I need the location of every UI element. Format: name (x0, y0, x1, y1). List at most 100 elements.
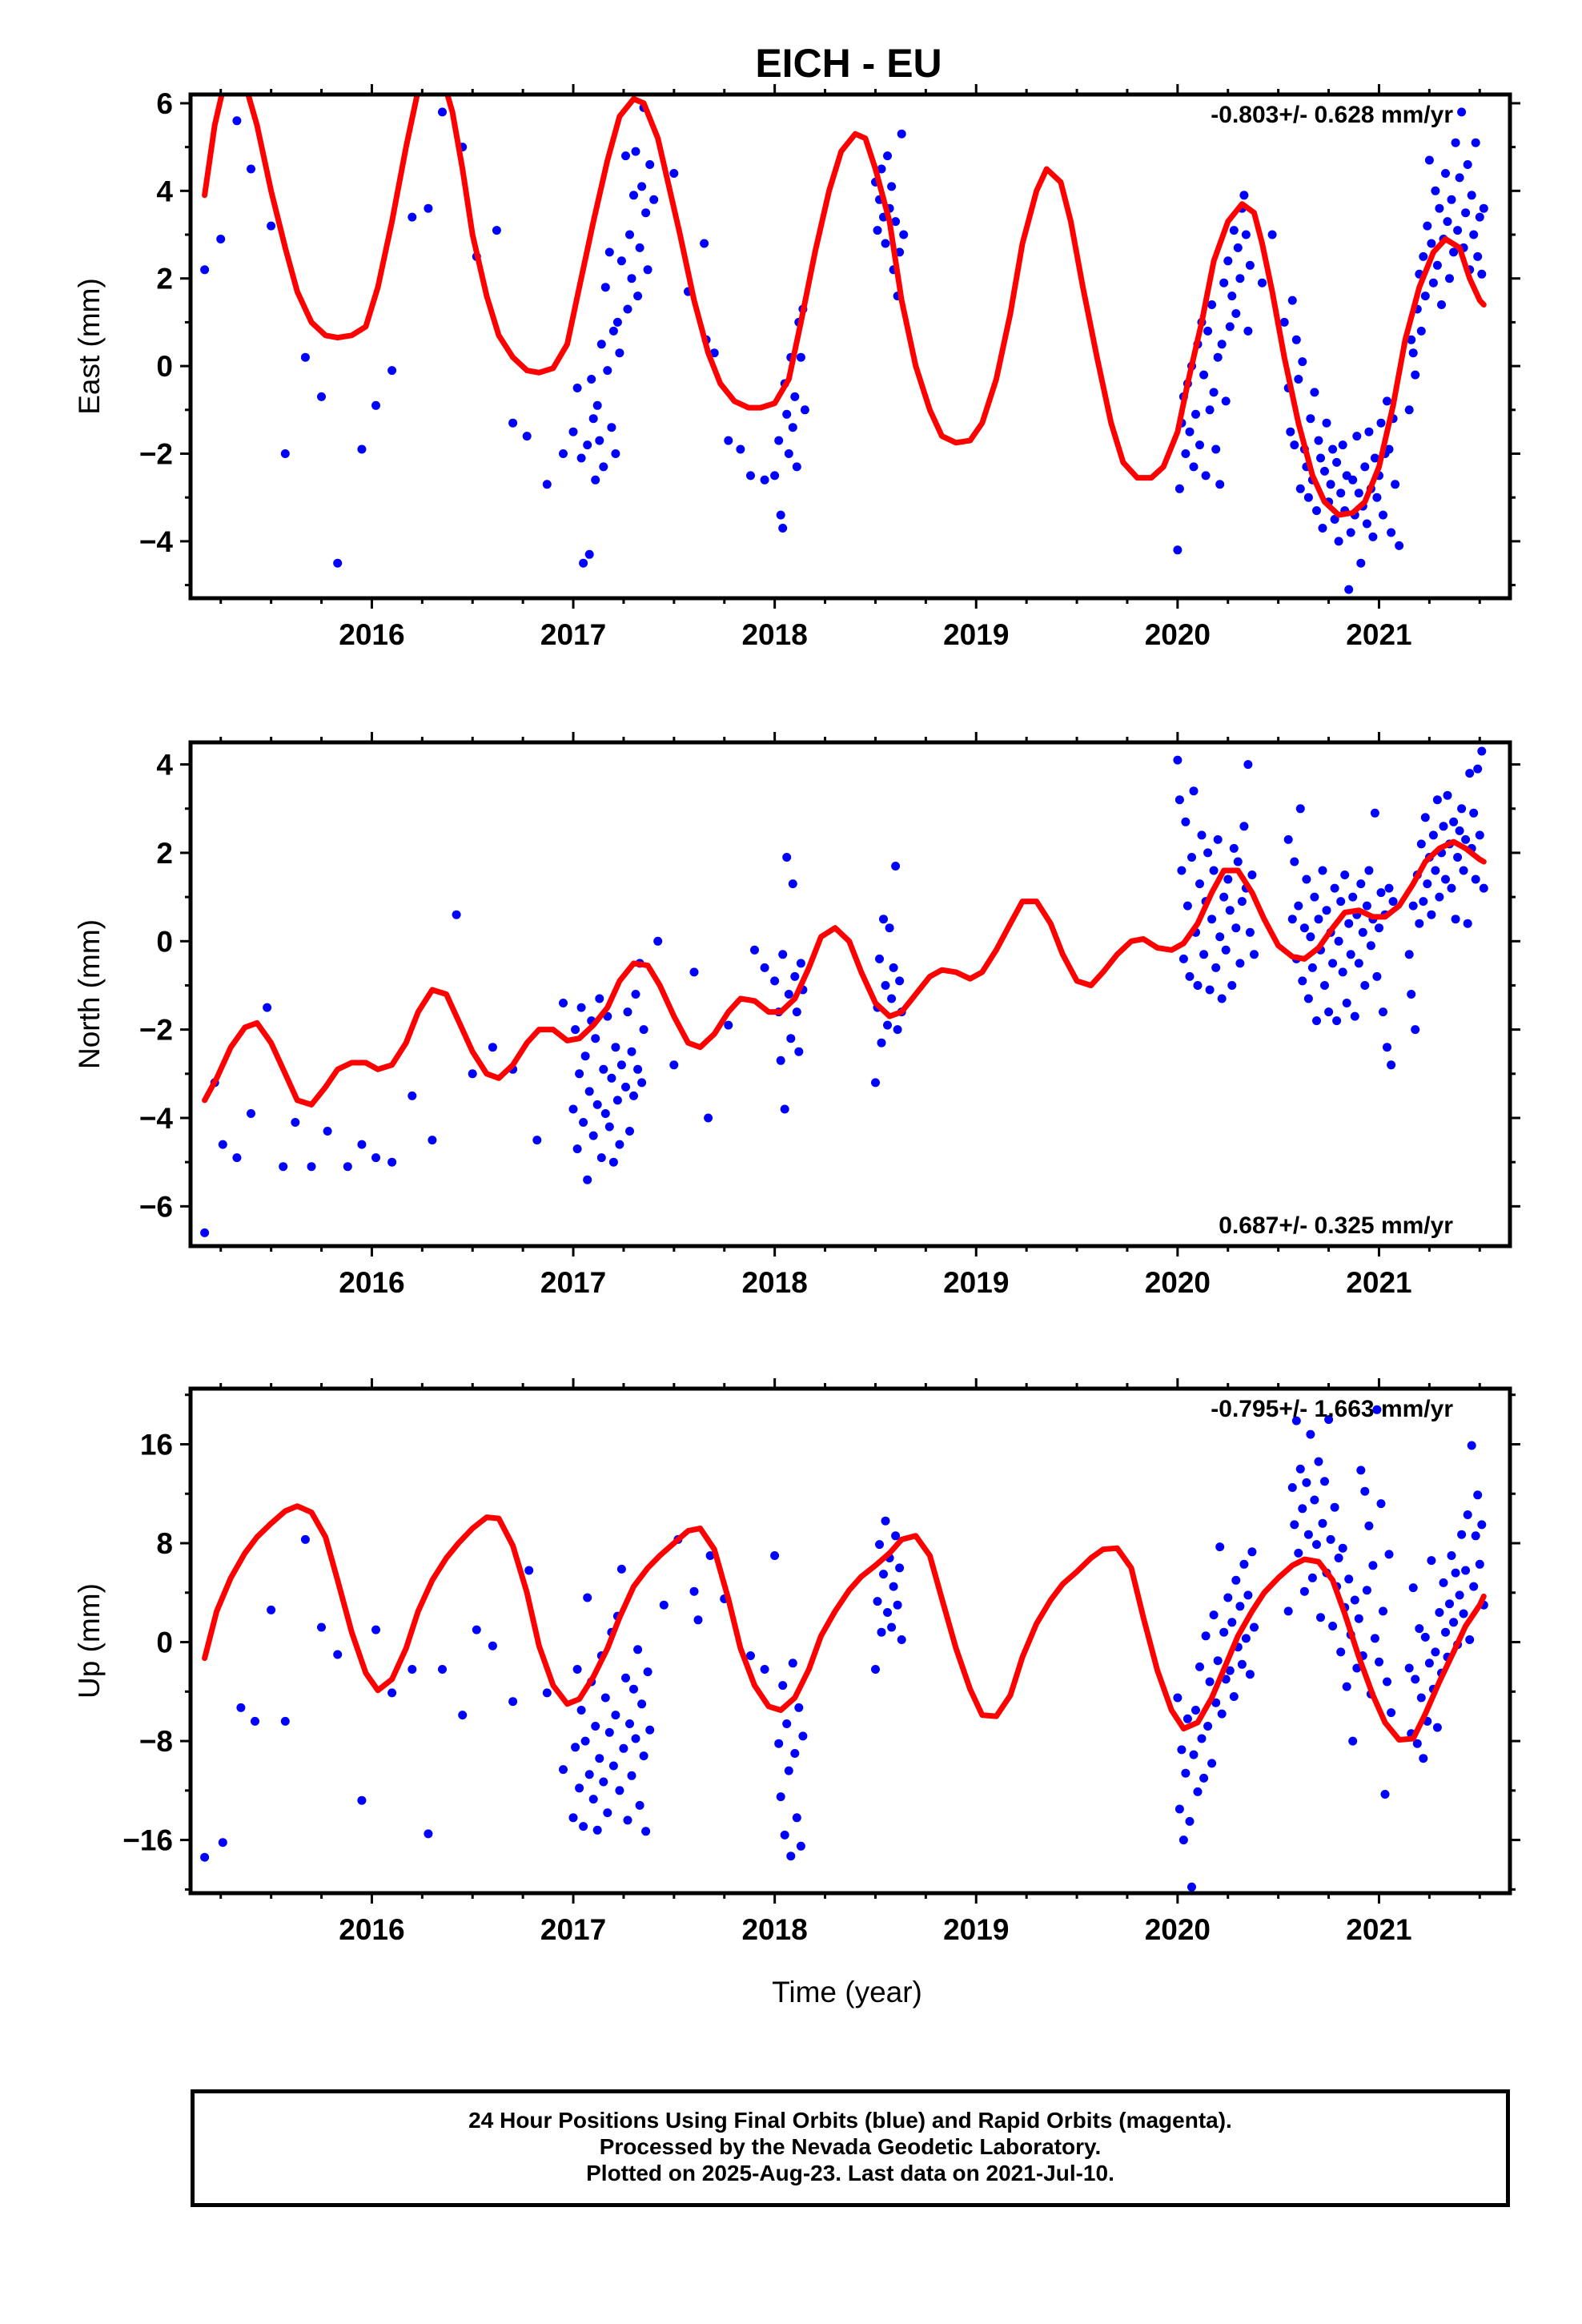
data-point (641, 1827, 651, 1836)
data-point (889, 1582, 898, 1591)
data-point (408, 212, 417, 222)
data-point (760, 475, 769, 485)
data-point (1294, 375, 1303, 384)
data-point (307, 1162, 316, 1172)
data-point (1479, 883, 1488, 893)
data-point (371, 1153, 380, 1163)
data-point (1326, 480, 1335, 489)
x-tick-label: 2019 (943, 618, 1009, 651)
data-point (637, 1078, 647, 1088)
data-point (588, 1795, 598, 1804)
data-point (1185, 1816, 1195, 1826)
data-point (1362, 519, 1371, 529)
data-point (1295, 1464, 1305, 1474)
data-point (1364, 866, 1374, 875)
data-point (871, 1665, 880, 1674)
data-point (760, 963, 769, 972)
north-fit-line (202, 838, 1487, 1108)
data-point (1302, 875, 1311, 884)
data-point (1435, 203, 1444, 213)
data-point (1428, 278, 1438, 287)
data-point (1211, 444, 1221, 454)
data-point (782, 409, 792, 419)
data-point (1432, 1723, 1442, 1732)
data-point (357, 1795, 367, 1805)
data-point (1457, 107, 1467, 117)
data-point (1181, 1768, 1191, 1778)
data-point (1354, 489, 1363, 498)
data-point (424, 203, 433, 213)
data-point (1199, 1773, 1209, 1783)
data-point (1372, 1405, 1382, 1414)
y-tick-label: 4 (156, 749, 173, 782)
data-point (280, 1716, 290, 1726)
data-point (1415, 919, 1424, 928)
data-point (770, 976, 780, 986)
data-point (1316, 453, 1325, 463)
up-points (200, 1405, 1488, 1892)
data-point (619, 1743, 628, 1753)
data-point (1431, 1647, 1440, 1657)
data-point (1441, 875, 1450, 884)
data-point (438, 1665, 447, 1674)
data-point (639, 1025, 648, 1035)
data-point (532, 1136, 542, 1145)
data-point (1469, 808, 1479, 818)
data-point (300, 352, 310, 362)
data-point (746, 471, 755, 480)
data-point (591, 475, 600, 485)
data-point (1479, 203, 1488, 213)
data-point (1477, 746, 1487, 756)
data-point (1387, 1708, 1396, 1718)
data-point (621, 1673, 630, 1683)
data-point (1384, 1550, 1394, 1559)
data-point (575, 1069, 584, 1079)
data-point (522, 432, 532, 441)
data-point (387, 1157, 397, 1167)
data-point (1423, 879, 1432, 889)
data-point (608, 1761, 618, 1771)
data-point (568, 1813, 578, 1823)
data-point (1387, 528, 1396, 537)
data-point (1320, 981, 1329, 990)
data-point (887, 1622, 897, 1632)
data-point (1174, 484, 1184, 493)
data-point (1211, 1698, 1221, 1707)
data-point (1455, 173, 1464, 183)
data-point (1340, 870, 1350, 879)
data-point (790, 971, 800, 981)
data-point (1314, 436, 1323, 445)
data-point (796, 1841, 805, 1851)
data-point (873, 1597, 882, 1606)
data-point (776, 510, 785, 520)
data-point (1332, 457, 1342, 467)
data-point (669, 169, 679, 178)
data-point (788, 423, 797, 432)
data-point (579, 1118, 588, 1127)
y-tick-label: 2 (156, 837, 173, 870)
data-point (267, 221, 276, 231)
data-point (1415, 1624, 1424, 1634)
data-point (760, 1665, 769, 1674)
data-point (1338, 967, 1347, 977)
caption-box: 24 Hour Positions Using Final Orbits (bl… (191, 2089, 1510, 2207)
x-tick-label: 2020 (1145, 1266, 1211, 1299)
data-point (891, 217, 901, 227)
data-point (1243, 760, 1253, 770)
north-rate-label: 0.687+/- 0.325 mm/yr (1219, 1212, 1453, 1239)
data-point (1314, 1457, 1323, 1466)
data-point (1191, 1706, 1200, 1715)
data-point (1221, 945, 1231, 955)
data-point (1461, 1566, 1471, 1575)
data-point (1475, 212, 1484, 222)
data-point (790, 392, 800, 401)
data-point (621, 151, 630, 161)
data-point (885, 923, 894, 933)
data-point (1420, 1632, 1430, 1642)
data-point (883, 1608, 892, 1617)
data-point (774, 436, 784, 445)
data-point (1231, 923, 1241, 933)
data-point (1290, 857, 1299, 866)
data-point (1465, 1635, 1475, 1644)
data-point (1435, 892, 1444, 902)
